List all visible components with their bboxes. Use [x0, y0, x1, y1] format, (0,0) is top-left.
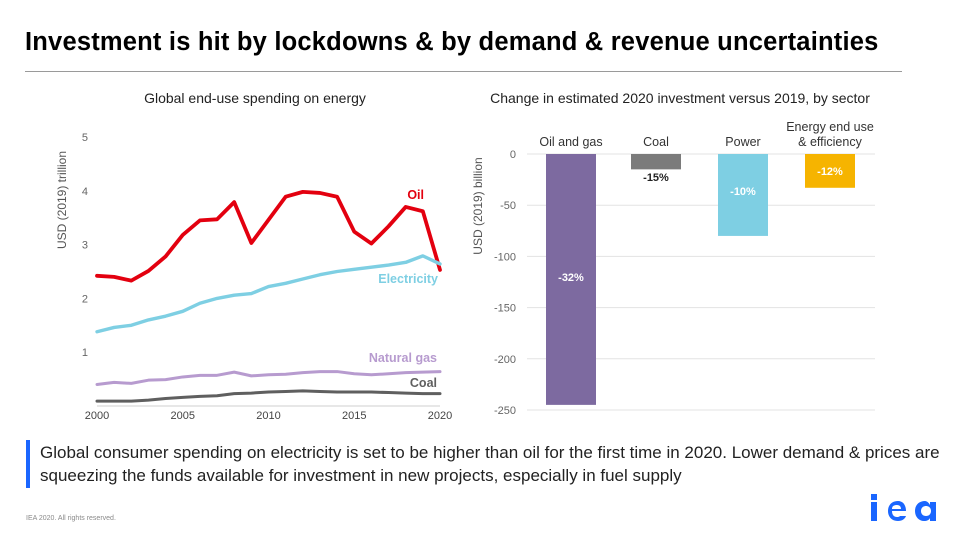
bar-chart-y-tick-0: 0	[510, 149, 516, 161]
line-chart-series	[95, 189, 442, 403]
line-chart-y-tick-4: 4	[82, 186, 88, 198]
bar-chart-y-tick-2: -100	[494, 251, 516, 263]
series-label-coal: Coal	[410, 376, 437, 390]
callout-text: Global consumer spending on electricity …	[40, 443, 940, 485]
line-chart-x-ticks: 2000 2005 2010 2015 2020	[85, 410, 452, 422]
line-chart-series-labels: Oil Electricity Natural gas Coal	[369, 188, 438, 390]
line-chart-x-tick-2015: 2015	[342, 410, 366, 422]
series-line-electricity	[95, 254, 442, 334]
category-label-coal: Coal	[643, 135, 669, 149]
series-label-natural-gas: Natural gas	[369, 351, 437, 365]
line-chart-y-tick-5: 5	[82, 132, 88, 144]
bar-chart-y-tick-4: -200	[494, 354, 516, 366]
bar-chart-y-tick-3: -150	[494, 303, 516, 315]
line-chart-x-tick-2000: 2000	[85, 410, 109, 422]
line-chart-x-tick-2005: 2005	[171, 410, 195, 422]
callout-accent-bar	[26, 440, 30, 488]
iea-logo	[871, 494, 936, 521]
line-chart-y-tick-3: 3	[82, 240, 88, 252]
copyright-footer: IEA 2020. All rights reserved.	[26, 515, 116, 522]
data-label-energy-end-use-efficiency: -12%	[817, 166, 843, 178]
bar-chart-y-tick-5: -250	[494, 405, 516, 417]
line-chart-y-tick-2: 2	[82, 293, 88, 305]
title-divider	[25, 71, 902, 72]
bar-power	[718, 154, 768, 236]
series-line-coal	[95, 389, 442, 403]
category-label-power: Power	[725, 135, 760, 149]
bar-oil-and-gas	[546, 154, 596, 405]
line-chart-ylabel: USD (2019) trillion	[55, 151, 69, 249]
page-title: Investment is hit by lockdowns & by dema…	[25, 28, 879, 56]
bar-chart-title: Change in estimated 2020 investment vers…	[490, 90, 870, 106]
series-line-natural-gas	[95, 370, 442, 386]
series-line-oil	[95, 189, 442, 283]
bar-energy-end-use-efficiency	[805, 154, 855, 188]
line-chart-y-ticks: 1 2 3 4 5	[82, 132, 88, 359]
line-chart-x-tick-2020: 2020	[428, 410, 452, 422]
series-label-electricity: Electricity	[378, 272, 438, 286]
data-label-power: -10%	[730, 186, 756, 198]
line-chart-x-tick-2010: 2010	[256, 410, 280, 422]
bar-chart: Change in estimated 2020 investment vers…	[471, 90, 875, 417]
series-label-oil: Oil	[407, 188, 424, 202]
line-chart-y-tick-1: 1	[82, 347, 88, 359]
bar-coal	[631, 154, 681, 170]
data-label-coal: -15%	[643, 172, 669, 184]
bar-chart-ylabel: USD (2019) billion	[471, 157, 485, 254]
bar-chart-data-labels: -32% -15% -10% -12%	[558, 166, 843, 284]
bar-chart-bars	[546, 154, 855, 405]
bar-chart-y-ticks: 0 -50 -100 -150 -200 -250	[494, 149, 516, 417]
category-label-energy-end-use-efficiency: Energy end use & efficiency	[786, 120, 874, 149]
bar-chart-y-tick-1: -50	[500, 200, 516, 212]
data-label-oil-and-gas: -32%	[558, 272, 584, 284]
category-label-oil-and-gas: Oil and gas	[539, 135, 602, 149]
line-chart-title: Global end-use spending on energy	[144, 90, 366, 106]
bar-chart-category-labels: Oil and gas Coal Power Energy end use & effi…	[539, 120, 873, 149]
line-chart: Global end-use spending on energy USD (2…	[55, 90, 452, 422]
